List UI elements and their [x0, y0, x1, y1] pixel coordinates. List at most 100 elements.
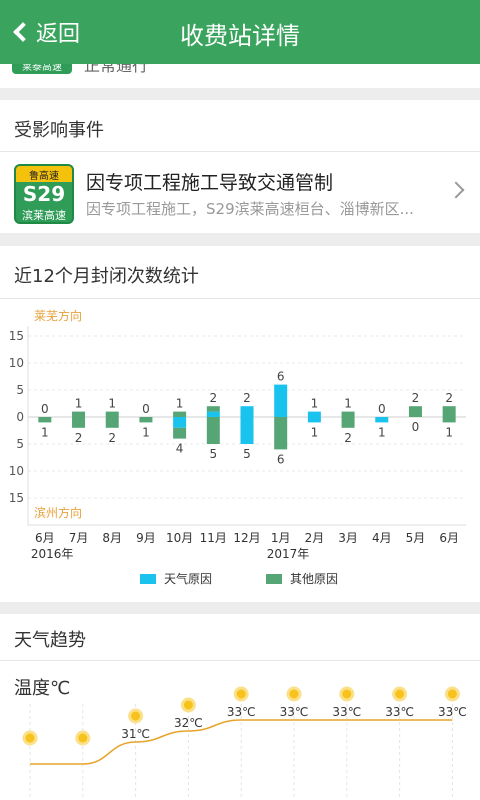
bar-weather-up — [274, 384, 288, 417]
bar-other-down — [105, 417, 119, 428]
sun-icon — [233, 686, 249, 702]
x-tick-label: 1月 — [271, 531, 291, 545]
legend-label: 其他原因 — [290, 572, 338, 586]
affected-events-heading: 受影响事件 — [14, 120, 104, 141]
temperature-value: 33℃ — [227, 705, 256, 719]
temperature-label: 温度℃ — [14, 678, 71, 699]
bar-other-up — [408, 406, 422, 417]
y-tick-label: 5 — [16, 437, 24, 451]
bar-other-down — [38, 417, 52, 423]
temperature-value: 33℃ — [438, 705, 467, 719]
x-tick-label: 3月 — [338, 531, 358, 545]
bar-weather-up — [307, 411, 321, 417]
event-list-item[interactable]: 鲁高速 S29 滨莱高速 因专项工程施工导致交通管制 因专项工程施工，S29滨莱… — [0, 152, 480, 232]
bar-other-up — [105, 411, 119, 417]
bar-value-down: 1 — [378, 425, 386, 439]
bar-other-up — [173, 411, 187, 417]
bar-value-down: 5 — [243, 447, 251, 461]
x-tick-label: 4月 — [372, 531, 392, 545]
sun-icon — [392, 686, 408, 702]
affected-events-card: 受影响事件 鲁高速 S29 滨莱高速 因专项工程施工导致交通管制 因专项工程施工… — [0, 100, 480, 233]
bar-value-down: 1 — [445, 425, 453, 439]
bar-value-up: 1 — [311, 397, 319, 411]
sun-icon — [286, 686, 302, 702]
y-tick-label: 5 — [16, 383, 24, 397]
x-tick-label: 10月 — [166, 531, 193, 545]
page-title: 收费站详情 — [180, 22, 300, 50]
bar-value-down: 1 — [142, 425, 150, 439]
bar-value-down: 2 — [108, 431, 116, 445]
legend-label: 天气原因 — [164, 571, 212, 586]
x-tick-label: 2月 — [305, 531, 325, 545]
station-status-text: 正常通行 — [84, 64, 149, 75]
y-tick-label: 0 — [16, 410, 24, 424]
bar-value-up: 1 — [75, 397, 83, 411]
bar-value-up: 6 — [277, 370, 285, 384]
bar-value-down: 4 — [176, 442, 184, 456]
bar-value-up: 2 — [412, 391, 420, 405]
road-badge-s29: 鲁高速 S29 滨莱高速 — [14, 164, 74, 224]
x-tick-label: 7月 — [69, 531, 89, 545]
bar-value-up: 2 — [209, 391, 217, 405]
bar-other-down — [173, 427, 187, 439]
sun-icon — [22, 730, 38, 746]
divider — [0, 660, 480, 661]
bar-value-down: 2 — [75, 431, 83, 445]
x-tick-label: 6月 — [439, 531, 459, 545]
bar-value-up: 2 — [243, 391, 251, 405]
divider — [0, 151, 480, 152]
temperature-value: 32℃ — [174, 716, 203, 730]
weather-trend-card: 天气趋势 温度℃ 31℃ 32℃ 33℃ 33℃ 33℃ 33℃ 33℃ — [0, 614, 480, 800]
y-tick-label: 10 — [9, 356, 24, 370]
closure-stats-heading: 近12个月封闭次数统计 — [14, 266, 199, 287]
bar-weather-down — [307, 417, 321, 423]
direction-label-top: 莱芜方向 — [34, 308, 82, 323]
weather-trend-heading: 天气趋势 — [14, 630, 86, 651]
bar-other-down — [139, 417, 153, 423]
event-subtitle: 因专项工程施工，S29滨莱高速桓台、淄博新区... — [86, 200, 414, 218]
bar-value-down: 1 — [311, 425, 319, 439]
event-title: 因专项工程施工导致交通管制 — [86, 172, 334, 194]
x-tick-label: 12月 — [233, 531, 260, 545]
closure-chart: 莱芜方向 滨州方向 15 10 5 0 5 10 15 0 1 6月 1 2 7月 1 2 8月 0 1 9月 1 4 10月… — [0, 299, 480, 601]
bar-other-up — [341, 411, 355, 417]
x-tick-label: 8月 — [102, 531, 122, 545]
temperature-chart-svg: 31℃ 32℃ 33℃ 33℃ 33℃ 33℃ 33℃ — [22, 686, 467, 800]
bar-value-up: 1 — [344, 397, 352, 411]
y-tick-label: 15 — [9, 329, 24, 343]
x-year-label: 2017年 — [267, 547, 310, 561]
bar-value-up: 0 — [41, 402, 49, 416]
closure-chart-svg: 莱芜方向滨州方向15105051015016月127月128月019月1410月… — [9, 308, 466, 586]
bar-value-down: 1 — [41, 425, 49, 439]
bar-value-up: 0 — [142, 402, 150, 416]
temperature-value: 33℃ — [385, 705, 414, 719]
x-tick-label: 6月 — [35, 531, 55, 545]
bar-other-down — [274, 417, 288, 450]
sun-icon — [180, 697, 196, 713]
badge-code: S29 — [22, 182, 66, 206]
bar-value-up: 1 — [108, 397, 116, 411]
closure-stats-card: 近12个月封闭次数统计 莱芜方向 滨州方向 15 10 5 0 5 10 15 0 1 6月 1 2 7月 1… — [0, 246, 480, 602]
bar-value-down: 0 — [412, 420, 420, 434]
bar-other-down — [206, 417, 220, 444]
bar-value-up: 1 — [176, 397, 184, 411]
y-tick-label: 10 — [9, 464, 24, 478]
bar-other-down — [72, 417, 86, 428]
sun-icon — [339, 686, 355, 702]
temperature-value: 33℃ — [332, 705, 361, 719]
badge-road-name: 滨莱高速 — [22, 209, 66, 222]
bar-weather-down — [173, 417, 187, 428]
bar-other-up — [72, 411, 86, 417]
bar-other-up — [206, 406, 220, 412]
temperature-line — [29, 719, 453, 765]
bar-weather-up — [240, 406, 254, 417]
bar-weather-down — [240, 417, 254, 444]
legend-swatch — [140, 574, 156, 584]
top-bar: 返回 收费站详情 — [0, 0, 480, 64]
y-tick-label: 15 — [9, 491, 24, 505]
back-label: 返回 — [36, 22, 81, 47]
back-button[interactable]: 返回 — [8, 14, 80, 50]
divider — [0, 298, 480, 299]
temperature-value: 31℃ — [121, 727, 150, 741]
bar-value-up: 0 — [378, 402, 386, 416]
